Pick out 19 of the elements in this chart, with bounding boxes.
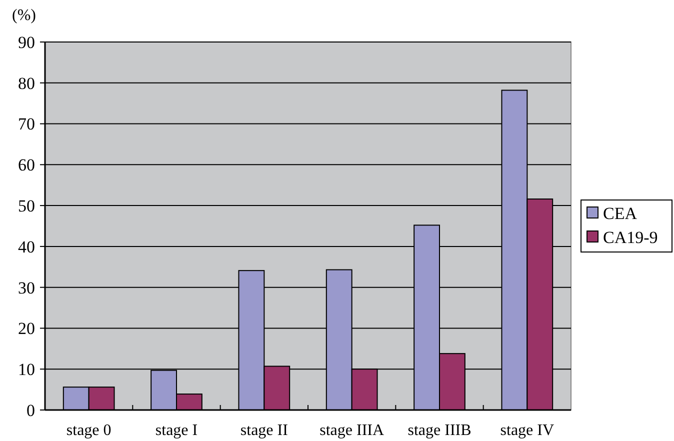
- y-tick-label: 90: [18, 32, 35, 52]
- y-tick-label: 0: [26, 400, 35, 420]
- legend-label: CEA: [603, 204, 638, 223]
- x-tick-label: stage IIIB: [408, 422, 472, 439]
- legend-label: CA19-9: [603, 228, 658, 247]
- x-tick-label: stage IIIA: [320, 422, 384, 439]
- y-tick-label: 20: [18, 319, 35, 338]
- y-tick-label: 10: [18, 360, 35, 380]
- x-tick-label: stage 0: [66, 422, 112, 439]
- x-tick-label: stage IV: [500, 422, 554, 439]
- y-tick-label: 70: [18, 114, 35, 134]
- y-tick-label: 50: [18, 196, 35, 216]
- x-tick-label: stage II: [240, 422, 288, 439]
- y-tick-label: 40: [18, 237, 35, 256]
- y-tick-label: 60: [18, 156, 35, 175]
- y-tick-label: 30: [18, 278, 35, 298]
- x-tick-label: stage I: [155, 422, 198, 439]
- y-tick-label: 80: [18, 74, 35, 93]
- y-axis-title: (%): [12, 7, 36, 24]
